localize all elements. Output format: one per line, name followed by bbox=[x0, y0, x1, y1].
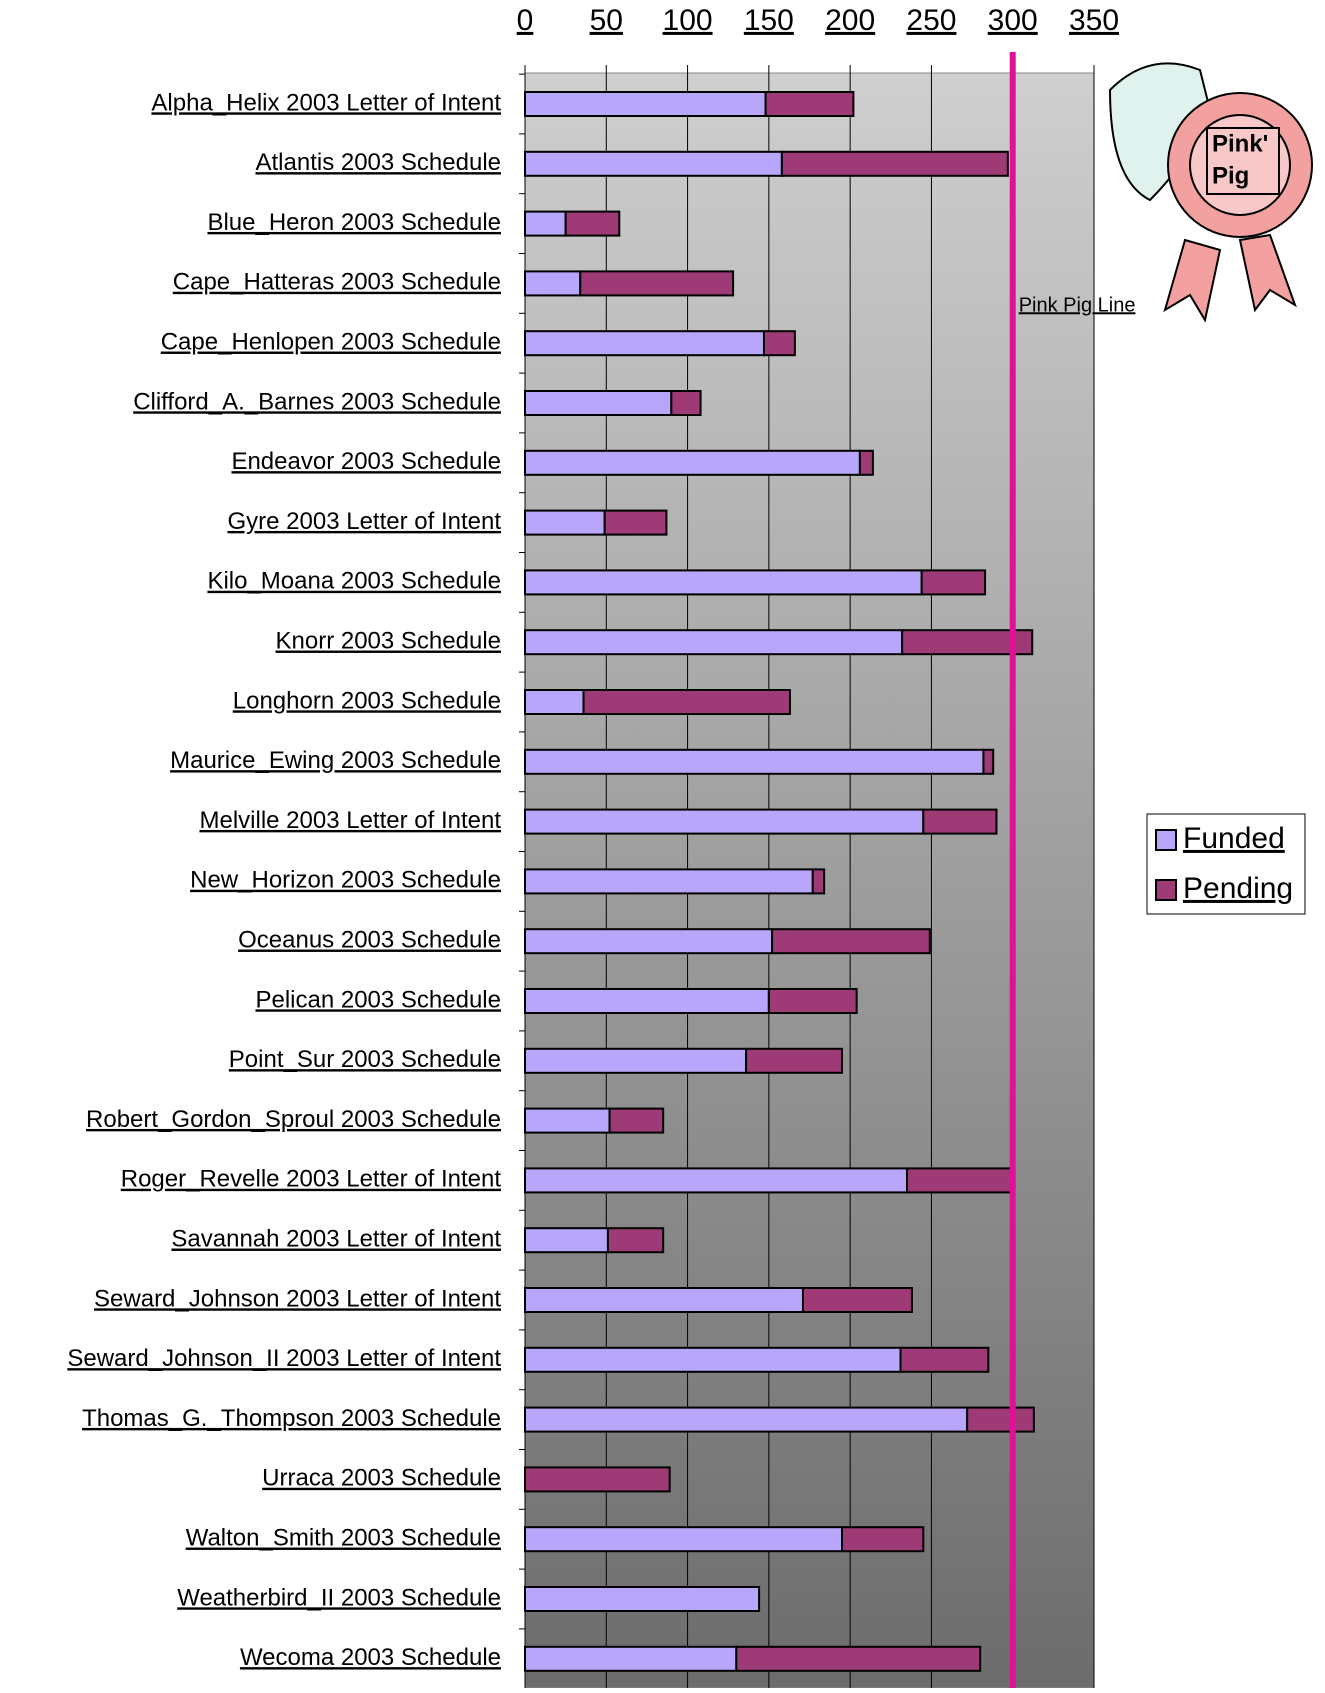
reference-label: Pink Pig Line bbox=[1019, 294, 1136, 316]
bar bbox=[671, 391, 700, 415]
y-tick-label: Alpha_Helix 2003 Letter of Intent bbox=[151, 89, 501, 116]
x-tick-label: 100 bbox=[663, 4, 713, 37]
x-tick-label: 0 bbox=[517, 4, 534, 37]
bar bbox=[525, 451, 860, 475]
y-tick-label: Kilo_Moana 2003 Schedule bbox=[207, 568, 501, 595]
y-tick-label: Walton_Smith 2003 Schedule bbox=[186, 1525, 501, 1552]
bar bbox=[610, 1109, 664, 1133]
bar bbox=[769, 989, 857, 1013]
x-tick-label: 300 bbox=[988, 4, 1038, 37]
y-tick-label: Endeavor 2003 Schedule bbox=[231, 448, 501, 475]
bar bbox=[525, 511, 605, 535]
bar bbox=[525, 92, 766, 116]
bar bbox=[736, 1647, 980, 1671]
bar bbox=[580, 271, 733, 295]
x-tick-label: 250 bbox=[906, 4, 956, 37]
bar bbox=[525, 1587, 759, 1611]
y-tick-label: Roger_Revelle 2003 Letter of Intent bbox=[121, 1166, 502, 1193]
y-tick-label: Blue_Heron 2003 Schedule bbox=[207, 209, 501, 236]
y-tick-label: Clifford_A._Barnes 2003 Schedule bbox=[133, 388, 501, 415]
bar bbox=[983, 750, 993, 774]
y-tick-label: Thomas_G._Thompson 2003 Schedule bbox=[82, 1405, 501, 1432]
y-tick-label: Robert_Gordon_Sproul 2003 Schedule bbox=[86, 1106, 501, 1133]
y-tick-label: Pelican 2003 Schedule bbox=[255, 986, 501, 1013]
bar bbox=[907, 1168, 1013, 1192]
legend-swatch bbox=[1156, 880, 1176, 900]
y-tick-label: Wecoma 2003 Schedule bbox=[240, 1644, 501, 1671]
bar bbox=[901, 1348, 989, 1372]
bar bbox=[525, 1527, 842, 1551]
legend-label: Funded bbox=[1183, 822, 1285, 855]
page: {"chart_data": {"type": "bar", "orientat… bbox=[0, 0, 1325, 1688]
bar bbox=[746, 1049, 842, 1073]
x-tick-label: 350 bbox=[1069, 4, 1119, 37]
y-tick-label: Cape_Hatteras 2003 Schedule bbox=[173, 269, 501, 296]
badge: Pink' Pig bbox=[1110, 63, 1312, 320]
x-tick-label: 200 bbox=[825, 4, 875, 37]
y-tick-label: Seward_Johnson 2003 Letter of Intent bbox=[94, 1285, 501, 1312]
bar bbox=[525, 810, 923, 834]
y-tick-label: Cape_Henlopen 2003 Schedule bbox=[161, 329, 501, 356]
x-tick-label: 50 bbox=[590, 4, 623, 37]
bar bbox=[525, 1049, 746, 1073]
bar bbox=[525, 1109, 610, 1133]
bar bbox=[525, 1168, 907, 1192]
y-tick-label: Atlantis 2003 Schedule bbox=[255, 149, 501, 176]
bar bbox=[803, 1288, 912, 1312]
bar bbox=[813, 869, 824, 893]
badge-text: Pig bbox=[1212, 162, 1249, 189]
bar bbox=[525, 750, 983, 774]
bar bbox=[525, 929, 772, 953]
bar bbox=[923, 810, 996, 834]
y-tick-label: New_Horizon 2003 Schedule bbox=[190, 867, 501, 894]
bar bbox=[608, 1228, 663, 1252]
bar bbox=[525, 1288, 803, 1312]
bar bbox=[967, 1408, 1034, 1432]
badge-text: Pink' bbox=[1212, 130, 1268, 157]
bar bbox=[525, 690, 584, 714]
bar bbox=[772, 929, 930, 953]
y-tick-label: Knorr 2003 Schedule bbox=[276, 628, 502, 655]
y-tick-label: Savannah 2003 Letter of Intent bbox=[171, 1226, 501, 1253]
bar bbox=[525, 331, 764, 355]
y-tick-label: Point_Sur 2003 Schedule bbox=[229, 1046, 501, 1073]
bar bbox=[782, 152, 1008, 176]
y-tick-label: Oceanus 2003 Schedule bbox=[238, 927, 501, 954]
bar bbox=[584, 690, 790, 714]
bar bbox=[525, 212, 566, 236]
bar bbox=[525, 989, 769, 1013]
bar bbox=[525, 869, 813, 893]
bar bbox=[566, 212, 620, 236]
bar bbox=[525, 271, 580, 295]
y-tick-label: Weatherbird_II 2003 Schedule bbox=[177, 1584, 501, 1611]
chart: Pink' Pig 0 50 100 150 200 250 300 350 Alpha_Hel… bbox=[0, 0, 1325, 1688]
bar bbox=[525, 1467, 670, 1491]
y-tick-label: Maurice_Ewing 2003 Schedule bbox=[170, 747, 501, 774]
x-tick-label: 150 bbox=[744, 4, 794, 37]
y-tick-label: Seward_Johnson_II 2003 Letter of Intent bbox=[67, 1345, 501, 1372]
bar bbox=[525, 391, 671, 415]
bar bbox=[766, 92, 854, 116]
bar bbox=[764, 331, 795, 355]
bar bbox=[860, 451, 873, 475]
bar bbox=[525, 1228, 608, 1252]
bar bbox=[525, 1348, 901, 1372]
bar bbox=[605, 511, 667, 535]
bar bbox=[525, 1408, 967, 1432]
bar bbox=[525, 1647, 736, 1671]
bar bbox=[525, 152, 782, 176]
bar bbox=[525, 630, 902, 654]
y-tick-label: Melville 2003 Letter of Intent bbox=[199, 807, 501, 834]
y-tick-label: Gyre 2003 Letter of Intent bbox=[227, 508, 501, 535]
legend-swatch bbox=[1156, 830, 1176, 850]
bar bbox=[525, 570, 922, 594]
bar bbox=[842, 1527, 923, 1551]
legend-label: Pending bbox=[1183, 872, 1293, 905]
y-tick-label: Longhorn 2003 Schedule bbox=[233, 687, 501, 714]
bar bbox=[922, 570, 985, 594]
y-tick-label: Urraca 2003 Schedule bbox=[262, 1465, 501, 1492]
